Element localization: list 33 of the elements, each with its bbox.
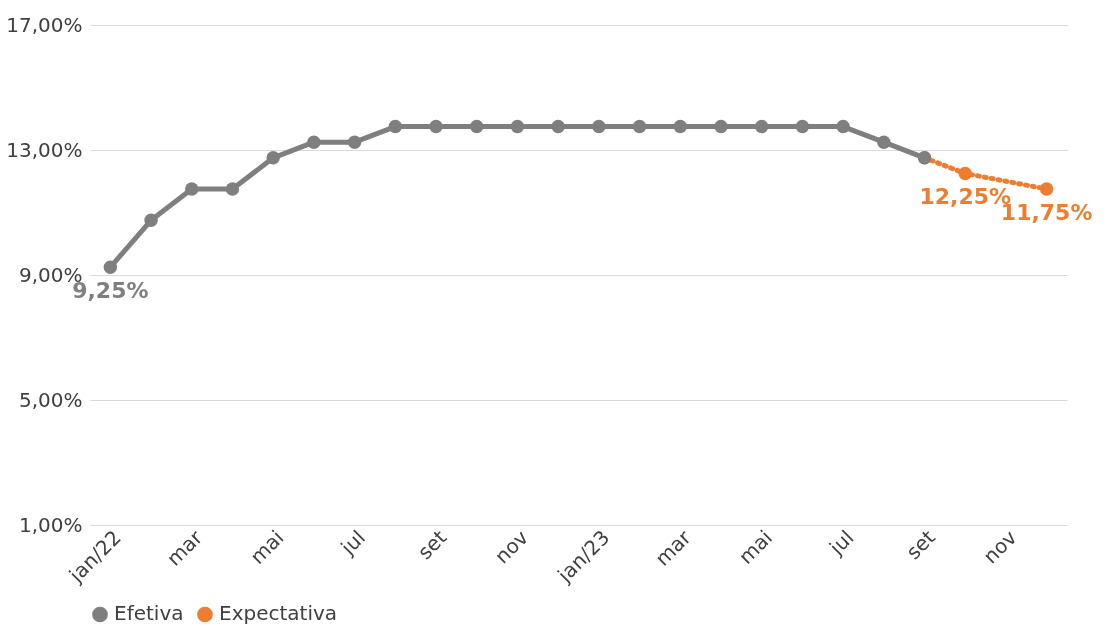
point [103, 260, 118, 274]
x-tick-label: set [901, 525, 940, 564]
legend-label: Expectativa [219, 601, 338, 626]
point [754, 119, 769, 134]
point [144, 213, 158, 228]
point [510, 119, 525, 134]
point [388, 119, 403, 134]
point [673, 119, 687, 134]
point [958, 166, 972, 181]
x-tick-label: nov [489, 525, 533, 569]
point [1039, 182, 1054, 196]
y-tick-label: 13,00% [6, 137, 83, 162]
point [714, 119, 728, 134]
x-tick-label: set [412, 525, 452, 564]
x-tick-label: jul [823, 525, 859, 560]
x-tick-label: nov [978, 525, 1022, 569]
point [266, 151, 280, 165]
legend-label: Efetiva [114, 601, 184, 626]
point [225, 182, 240, 196]
point [429, 119, 443, 134]
point [632, 119, 647, 134]
x-tick-label: jul [335, 525, 370, 560]
point [877, 135, 891, 149]
point [836, 119, 850, 134]
y-tick-label: 17,00% [6, 12, 83, 37]
point [347, 135, 362, 149]
y-tick-label: 5,00% [18, 387, 83, 412]
point [185, 182, 199, 196]
point [551, 119, 565, 134]
point [592, 119, 606, 134]
point [307, 135, 321, 149]
point [470, 119, 484, 134]
point [795, 119, 810, 134]
